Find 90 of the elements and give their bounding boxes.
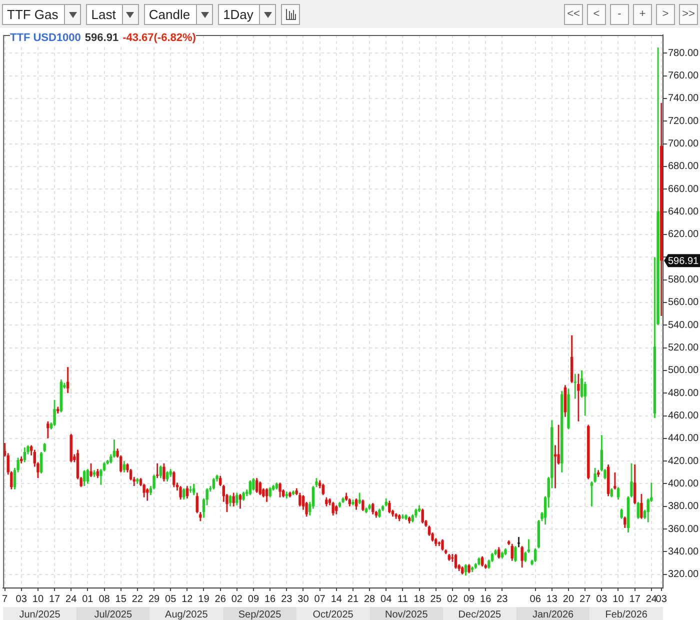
x-tick-label: 10	[612, 594, 624, 605]
x-tick-label: 02	[231, 594, 243, 605]
x-tick-label: 28	[364, 594, 376, 605]
x-tick-label: 05	[165, 594, 177, 605]
x-tick-label: 20	[562, 594, 574, 605]
y-tick-label: 360.00	[668, 524, 700, 535]
x-tick-label: 14	[330, 594, 342, 605]
x-tick-label: 15	[115, 594, 127, 605]
x-tick-label: 03	[596, 594, 608, 605]
y-tick-label: 660.00	[668, 184, 700, 195]
x-tick-label: 09	[248, 594, 260, 605]
chart-subtitle: 596.91 -43.67(-6.82%)	[84, 32, 196, 44]
x-tick-label: 26	[214, 594, 226, 605]
x-tick-label: 09	[463, 594, 476, 605]
y-tick-label: 780.00	[668, 48, 700, 59]
y-tick-label: 480.00	[668, 388, 700, 399]
x-tick-label: 25	[430, 594, 442, 605]
candlestick	[590, 481, 594, 506]
x-tick-label: 17	[48, 594, 61, 605]
button: >>	[679, 4, 698, 25]
candlestick	[614, 472, 616, 490]
y-tick-label: 680.00	[668, 161, 700, 172]
annotation: 596.91	[668, 256, 700, 267]
x-tick-label: 03	[656, 594, 668, 605]
text: Aug/2025	[165, 609, 208, 620]
y-tick-label: 320.00	[668, 569, 700, 580]
x-tick-label: 21	[347, 594, 359, 605]
x-tick-label: 16	[480, 594, 492, 605]
text: Jul/2025	[94, 609, 132, 620]
y-tick-label: 760.00	[668, 70, 700, 82]
x-tick-label: 08	[98, 594, 110, 605]
y-tick-label: 700.00	[668, 138, 700, 150]
dropdown: 1Day	[218, 4, 276, 25]
candlestick	[577, 374, 580, 422]
x-tick-label: 23	[496, 594, 508, 605]
x-tick-label: 16	[264, 594, 276, 605]
x-tick-label: 12	[182, 594, 194, 605]
x-tick-label: 24	[646, 594, 658, 605]
button: +	[633, 4, 652, 25]
button: <<	[564, 4, 583, 25]
x-tick-label: 01	[82, 594, 94, 605]
button: >	[656, 4, 675, 25]
candlestick	[156, 463, 159, 478]
text: Dec/2025	[458, 609, 502, 620]
x-tick-label: 02	[446, 594, 458, 605]
text: Jun/2025	[19, 609, 61, 620]
x-tick-label: 17	[629, 594, 641, 605]
y-tick-label: 640.00	[668, 206, 700, 218]
y-tick-label: 720.00	[668, 116, 700, 127]
candlestick	[517, 537, 520, 548]
y-tick-label: 560.00	[668, 297, 700, 308]
button: <	[587, 4, 606, 25]
text: Nov/2025	[384, 609, 428, 620]
x-tick-label: 07	[314, 594, 326, 605]
x-tick-label: 29	[148, 594, 160, 605]
button: -	[610, 4, 629, 25]
x-tick-label: 7	[2, 594, 8, 605]
x-tick-label: 13	[546, 594, 558, 605]
y-tick-label: 540.00	[668, 320, 700, 331]
y-tick-label: 420.00	[668, 456, 700, 467]
y-tick-label: 460.00	[668, 410, 700, 422]
x-tick-label: 27	[580, 594, 592, 605]
x-tick-label: 30	[298, 594, 310, 605]
text: Oct/2025	[312, 609, 354, 620]
x-tick-label: 19	[198, 594, 210, 605]
x-tick-label: 10	[32, 594, 44, 605]
x-tick-label: 03	[16, 594, 28, 605]
x-tick-label: 23	[281, 594, 293, 605]
y-tick-label: 400.00	[668, 478, 700, 490]
y-tick-label: 500.00	[668, 365, 700, 376]
dropdown: Candle	[144, 4, 214, 25]
text: Sep/2025	[238, 609, 282, 620]
dropdown: Last	[86, 4, 139, 25]
x-tick-label: 04	[380, 594, 392, 605]
y-tick-label: 440.00	[668, 433, 700, 444]
dropdown: TTF Gas	[2, 4, 82, 25]
y-tick-label: 380.00	[668, 501, 700, 512]
y-tick-label: 740.00	[668, 93, 700, 104]
x-tick-label: 24	[66, 594, 78, 605]
x-tick-label: 18	[414, 594, 426, 605]
x-tick-label: 06	[530, 594, 542, 605]
chart-title: TTF USD1000	[10, 32, 81, 44]
x-tick-label: 22	[132, 594, 144, 605]
y-tick-label: 620.00	[668, 229, 700, 240]
y-tick-label: 340.00	[668, 546, 700, 558]
x-tick-label: 11	[398, 594, 408, 605]
y-tick-label: 520.00	[668, 342, 700, 354]
y-tick-label: 580.00	[668, 274, 700, 286]
text: Jan/2026	[532, 609, 574, 620]
text: Feb/2026	[605, 609, 648, 620]
